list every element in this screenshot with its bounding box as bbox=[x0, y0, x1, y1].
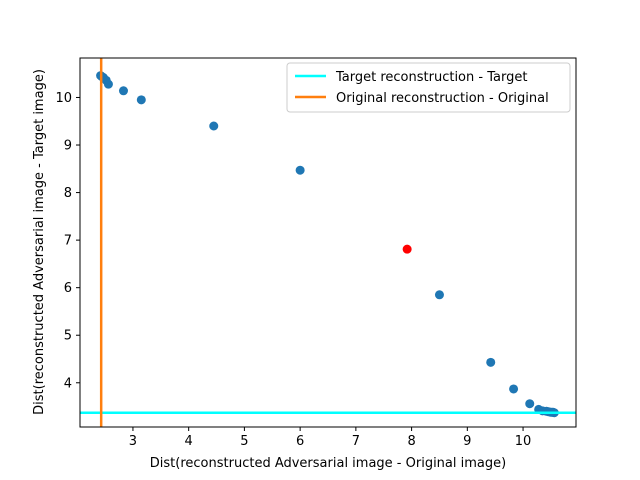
x-tick-label: 8 bbox=[407, 434, 415, 449]
y-tick-label: 9 bbox=[64, 139, 72, 154]
legend-label-original: Original reconstruction - Original bbox=[336, 91, 549, 106]
y-tick-label: 10 bbox=[55, 91, 72, 106]
y-axis-label: Dist(reconstructed Adversarial image - T… bbox=[32, 69, 47, 415]
x-tick-label: 10 bbox=[515, 434, 532, 449]
data-point-5 bbox=[118, 86, 128, 96]
x-tick-label: 6 bbox=[296, 434, 304, 449]
y-tick-label: 8 bbox=[64, 186, 72, 201]
data-point-9 bbox=[434, 290, 444, 300]
data-point-6 bbox=[136, 95, 146, 105]
x-tick-label: 5 bbox=[240, 434, 248, 449]
data-point-8 bbox=[295, 165, 305, 175]
legend: Target reconstruction - Target Original … bbox=[286, 62, 571, 113]
data-point-4 bbox=[103, 79, 113, 89]
y-tick-label: 5 bbox=[64, 329, 72, 344]
plot-area bbox=[80, 58, 576, 427]
legend-box bbox=[286, 62, 571, 113]
data-point-11 bbox=[509, 384, 519, 394]
data-point-7 bbox=[209, 121, 219, 131]
y-tick-label: 7 bbox=[64, 234, 72, 249]
x-tick-label: 7 bbox=[352, 434, 360, 449]
axes-frame bbox=[79, 57, 577, 428]
highlight-point-0 bbox=[402, 244, 412, 254]
y-tick-label: 6 bbox=[64, 281, 72, 296]
y-tick-label: 4 bbox=[64, 376, 72, 391]
x-axis-label: Dist(reconstructed Adversarial image - O… bbox=[150, 456, 506, 471]
x-tick-label: 3 bbox=[129, 434, 137, 449]
x-tick-label: 4 bbox=[185, 434, 193, 449]
data-point-12 bbox=[525, 399, 535, 409]
x-tick-label: 9 bbox=[463, 434, 471, 449]
axis-ticks: 3 4 5 6 7 8 9 10 4 5 6 7 8 9 10 bbox=[55, 91, 531, 449]
legend-label-target: Target reconstruction - Target bbox=[335, 70, 527, 85]
data-point-10 bbox=[486, 357, 496, 367]
